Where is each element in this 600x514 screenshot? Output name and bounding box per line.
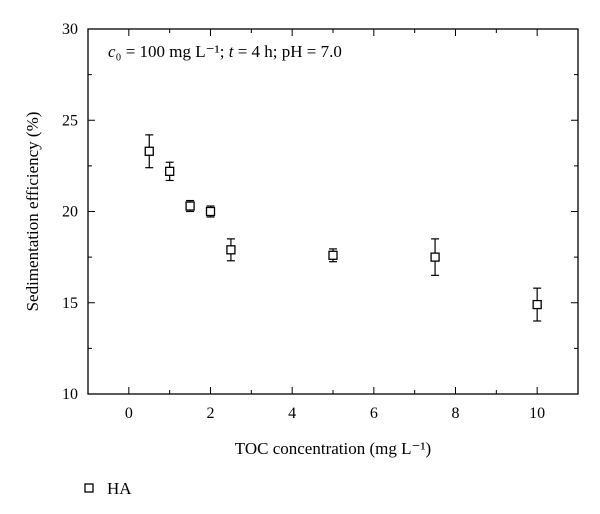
x-tick-label: 8 <box>452 405 460 422</box>
data-points <box>144 134 542 322</box>
data-point-ha <box>430 252 440 262</box>
x-tick-label: 0 <box>125 405 133 422</box>
x-tick-label: 4 <box>288 405 296 422</box>
legend-marker-ha <box>84 483 94 493</box>
y-axis-label: Sedimentation efficiency (%) <box>23 112 42 312</box>
data-point-ha <box>226 245 236 255</box>
y-tick-label: 30 <box>62 21 78 38</box>
x-tick-label: 10 <box>529 405 545 422</box>
plot-border <box>87 28 579 395</box>
x-tick-label: 2 <box>207 405 215 422</box>
data-point-ha <box>165 166 175 177</box>
x-axis: 0 2 4 6 8 10 <box>87 29 579 422</box>
y-tick-label: 25 <box>62 112 78 129</box>
plot-frame <box>87 28 579 395</box>
legend-label-ha: HA <box>107 479 132 498</box>
legend: HA <box>84 479 132 498</box>
data-point-ha <box>532 299 542 310</box>
data-point-ha <box>205 206 216 217</box>
y-tick-label: 10 <box>62 386 78 403</box>
y-tick-label: 15 <box>62 295 78 312</box>
y-axis: 10 15 20 25 30 <box>62 21 578 403</box>
data-point-ha <box>185 201 195 211</box>
x-axis-label: TOC concentration (mg L⁻¹) <box>235 439 431 458</box>
data-point-ha <box>144 146 154 156</box>
chart-annotation: c₀ = 100 mg L⁻¹; t = 4 h; pH = 7.0 <box>108 42 342 61</box>
data-point-ha <box>328 250 338 260</box>
y-tick-label: 20 <box>62 204 78 221</box>
x-tick-label: 6 <box>370 405 378 422</box>
